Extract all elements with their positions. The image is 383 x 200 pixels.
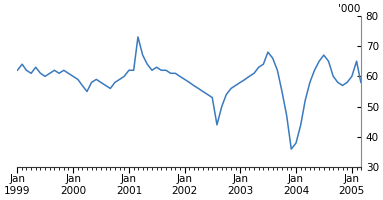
Text: '000: '000 [339,4,361,14]
